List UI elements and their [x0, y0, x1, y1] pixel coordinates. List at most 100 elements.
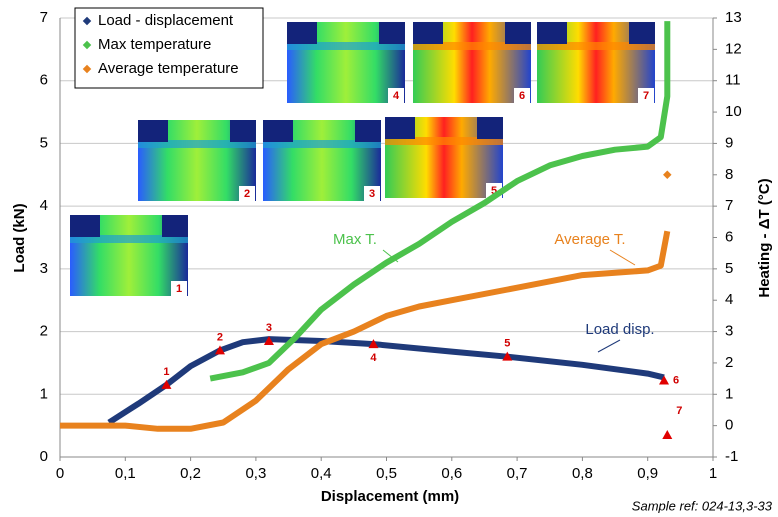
- y2-tick-label: 5: [725, 260, 733, 277]
- legend-label: Load - displacement: [98, 12, 234, 29]
- thermal-corner: [230, 120, 256, 142]
- x-tick-label: 0,6: [441, 465, 462, 482]
- image-label-box: [638, 88, 654, 103]
- y2-tick-label: 6: [725, 228, 733, 245]
- image-label-box: [388, 88, 404, 103]
- x-tick-label: 0,8: [572, 465, 593, 482]
- event-marker: [662, 430, 673, 440]
- thermal-corner: [355, 120, 381, 142]
- thermal-corner: [138, 120, 168, 142]
- event-label: 1: [163, 366, 169, 378]
- image-label: 1: [176, 283, 182, 295]
- thermal-corner: [629, 22, 655, 44]
- annotation-leader: [597, 339, 621, 353]
- thermal-band: [70, 235, 188, 243]
- y-tick-label: 7: [40, 9, 48, 26]
- image-label: 5: [491, 185, 497, 197]
- y-tick-label: 3: [40, 260, 48, 277]
- thermal-corner: [537, 22, 567, 44]
- y-tick-label: 0: [40, 448, 48, 465]
- thermal-corner: [379, 22, 405, 44]
- data-line: [209, 21, 671, 382]
- thermal-corner: [413, 22, 443, 44]
- thermal-corner: [385, 117, 415, 139]
- y2-axis-title: Heating - ΔT (°C): [756, 178, 773, 297]
- legend-label: Max temperature: [98, 36, 211, 53]
- thermal-band: [413, 42, 531, 50]
- thermal-band: [385, 137, 503, 145]
- annotation: Average T.: [554, 231, 625, 248]
- event-label: 7: [676, 405, 682, 417]
- y2-tick-label: 2: [725, 354, 733, 371]
- annotation-leader: [382, 249, 399, 263]
- sample-note: Sample ref: 024-13,3-33: [632, 498, 773, 513]
- y2-tick-label: -1: [725, 448, 738, 465]
- x-tick-label: 0,7: [507, 465, 528, 482]
- x-axis-title: Displacement (mm): [321, 488, 459, 505]
- y2-tick-label: 7: [725, 197, 733, 214]
- x-tick-label: 0,1: [115, 465, 136, 482]
- thermal-band: [138, 140, 256, 148]
- annotation-leader: [609, 249, 636, 266]
- x-tick-label: 0,4: [311, 465, 332, 482]
- y-tick-label: 5: [40, 134, 48, 151]
- event-marker: [161, 379, 172, 389]
- x-tick-label: 0,5: [376, 465, 397, 482]
- thermal-corner: [477, 117, 503, 139]
- x-tick-label: 0: [56, 465, 64, 482]
- y2-tick-label: 13: [725, 9, 742, 26]
- legend-swatch: [82, 40, 92, 50]
- y-tick-label: 2: [40, 323, 48, 340]
- data-point: [663, 170, 672, 180]
- y2-tick-label: 3: [725, 323, 733, 340]
- y2-tick-label: 8: [725, 166, 733, 183]
- y-tick-label: 1: [40, 385, 48, 402]
- y-axis-title: Load (kN): [11, 203, 28, 272]
- image-label: 2: [244, 188, 250, 200]
- event-label: 4: [370, 352, 377, 364]
- event-marker: [263, 335, 274, 345]
- event-marker: [214, 345, 225, 355]
- event-marker: [659, 375, 670, 385]
- image-label-box: [239, 186, 255, 201]
- event-label: 2: [217, 331, 223, 343]
- x-tick-label: 1: [709, 465, 717, 482]
- event-label: 3: [266, 322, 272, 334]
- x-tick-label: 0,3: [245, 465, 266, 482]
- event-label: 6: [673, 374, 679, 386]
- thermal-band: [263, 140, 381, 148]
- data-line: [60, 230, 671, 432]
- x-tick-label: 0,2: [180, 465, 201, 482]
- y-tick-label: 6: [40, 72, 48, 89]
- thermal-band: [287, 42, 405, 50]
- image-label: 3: [369, 188, 375, 200]
- thermal-corner: [263, 120, 293, 142]
- image-label-box: [171, 281, 187, 296]
- event-label: 5: [504, 338, 510, 350]
- annotation: Max T.: [333, 231, 377, 248]
- legend-box: [74, 7, 264, 89]
- thermal-corner: [287, 22, 317, 44]
- thermal-corner: [505, 22, 531, 44]
- event-marker: [368, 339, 379, 349]
- image-label-box: [514, 88, 530, 103]
- image-label-box: [364, 186, 380, 201]
- annotation: Load disp.: [585, 321, 654, 338]
- x-tick-label: 0,9: [637, 465, 658, 482]
- y2-tick-label: 10: [725, 103, 742, 120]
- y2-tick-label: 4: [725, 291, 733, 308]
- image-label: 6: [519, 90, 525, 102]
- thermal-band: [537, 42, 655, 50]
- y2-tick-label: 9: [725, 134, 733, 151]
- y2-tick-label: 1: [725, 385, 733, 402]
- image-label: 4: [393, 90, 400, 102]
- y2-tick-label: 11: [725, 72, 741, 89]
- legend-label: Average temperature: [98, 60, 239, 77]
- event-marker: [502, 351, 513, 361]
- data-line: [107, 336, 665, 426]
- y-tick-label: 4: [40, 197, 48, 214]
- thermal-corner: [70, 215, 100, 237]
- image-label: 7: [643, 90, 649, 102]
- thermal-corner: [162, 215, 188, 237]
